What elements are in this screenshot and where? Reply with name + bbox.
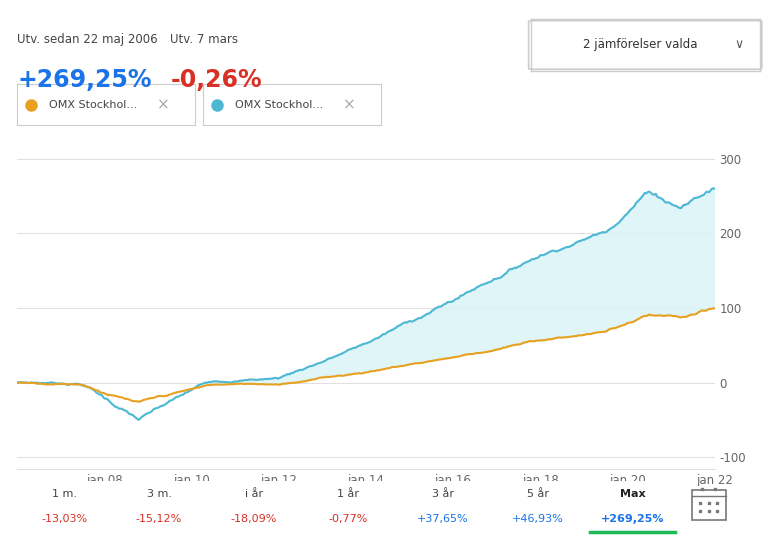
Text: OMX Stockhol...: OMX Stockhol... bbox=[235, 100, 323, 110]
Text: 2 jämförelser valda: 2 jämförelser valda bbox=[584, 39, 698, 51]
Text: ∨: ∨ bbox=[735, 39, 743, 51]
Text: -13,03%: -13,03% bbox=[41, 514, 88, 524]
Text: 3 år: 3 år bbox=[432, 489, 454, 499]
Text: +46,93%: +46,93% bbox=[512, 514, 563, 524]
Text: -15,12%: -15,12% bbox=[136, 514, 182, 524]
Text: 5 år: 5 år bbox=[527, 489, 549, 499]
Text: 1 m.: 1 m. bbox=[52, 489, 77, 499]
Text: +269,25%: +269,25% bbox=[17, 68, 152, 92]
Text: +37,65%: +37,65% bbox=[417, 514, 469, 524]
Text: OMX Stockhol...: OMX Stockhol... bbox=[49, 100, 137, 110]
Text: ×: × bbox=[343, 98, 356, 112]
FancyBboxPatch shape bbox=[529, 21, 762, 69]
Bar bbox=[691, 490, 726, 520]
Text: +269,25%: +269,25% bbox=[601, 514, 664, 524]
Text: Utv. sedan 22 maj 2006: Utv. sedan 22 maj 2006 bbox=[17, 33, 157, 46]
Text: -18,09%: -18,09% bbox=[230, 514, 277, 524]
Text: Max: Max bbox=[619, 489, 645, 499]
Text: ×: × bbox=[157, 98, 170, 112]
Text: i år: i år bbox=[245, 489, 263, 499]
Text: 3 m.: 3 m. bbox=[146, 489, 171, 499]
Text: 1 år: 1 år bbox=[337, 489, 360, 499]
Text: -0,77%: -0,77% bbox=[329, 514, 368, 524]
Text: -0,26%: -0,26% bbox=[170, 68, 262, 92]
Text: Utv. 7 mars: Utv. 7 mars bbox=[170, 33, 239, 46]
